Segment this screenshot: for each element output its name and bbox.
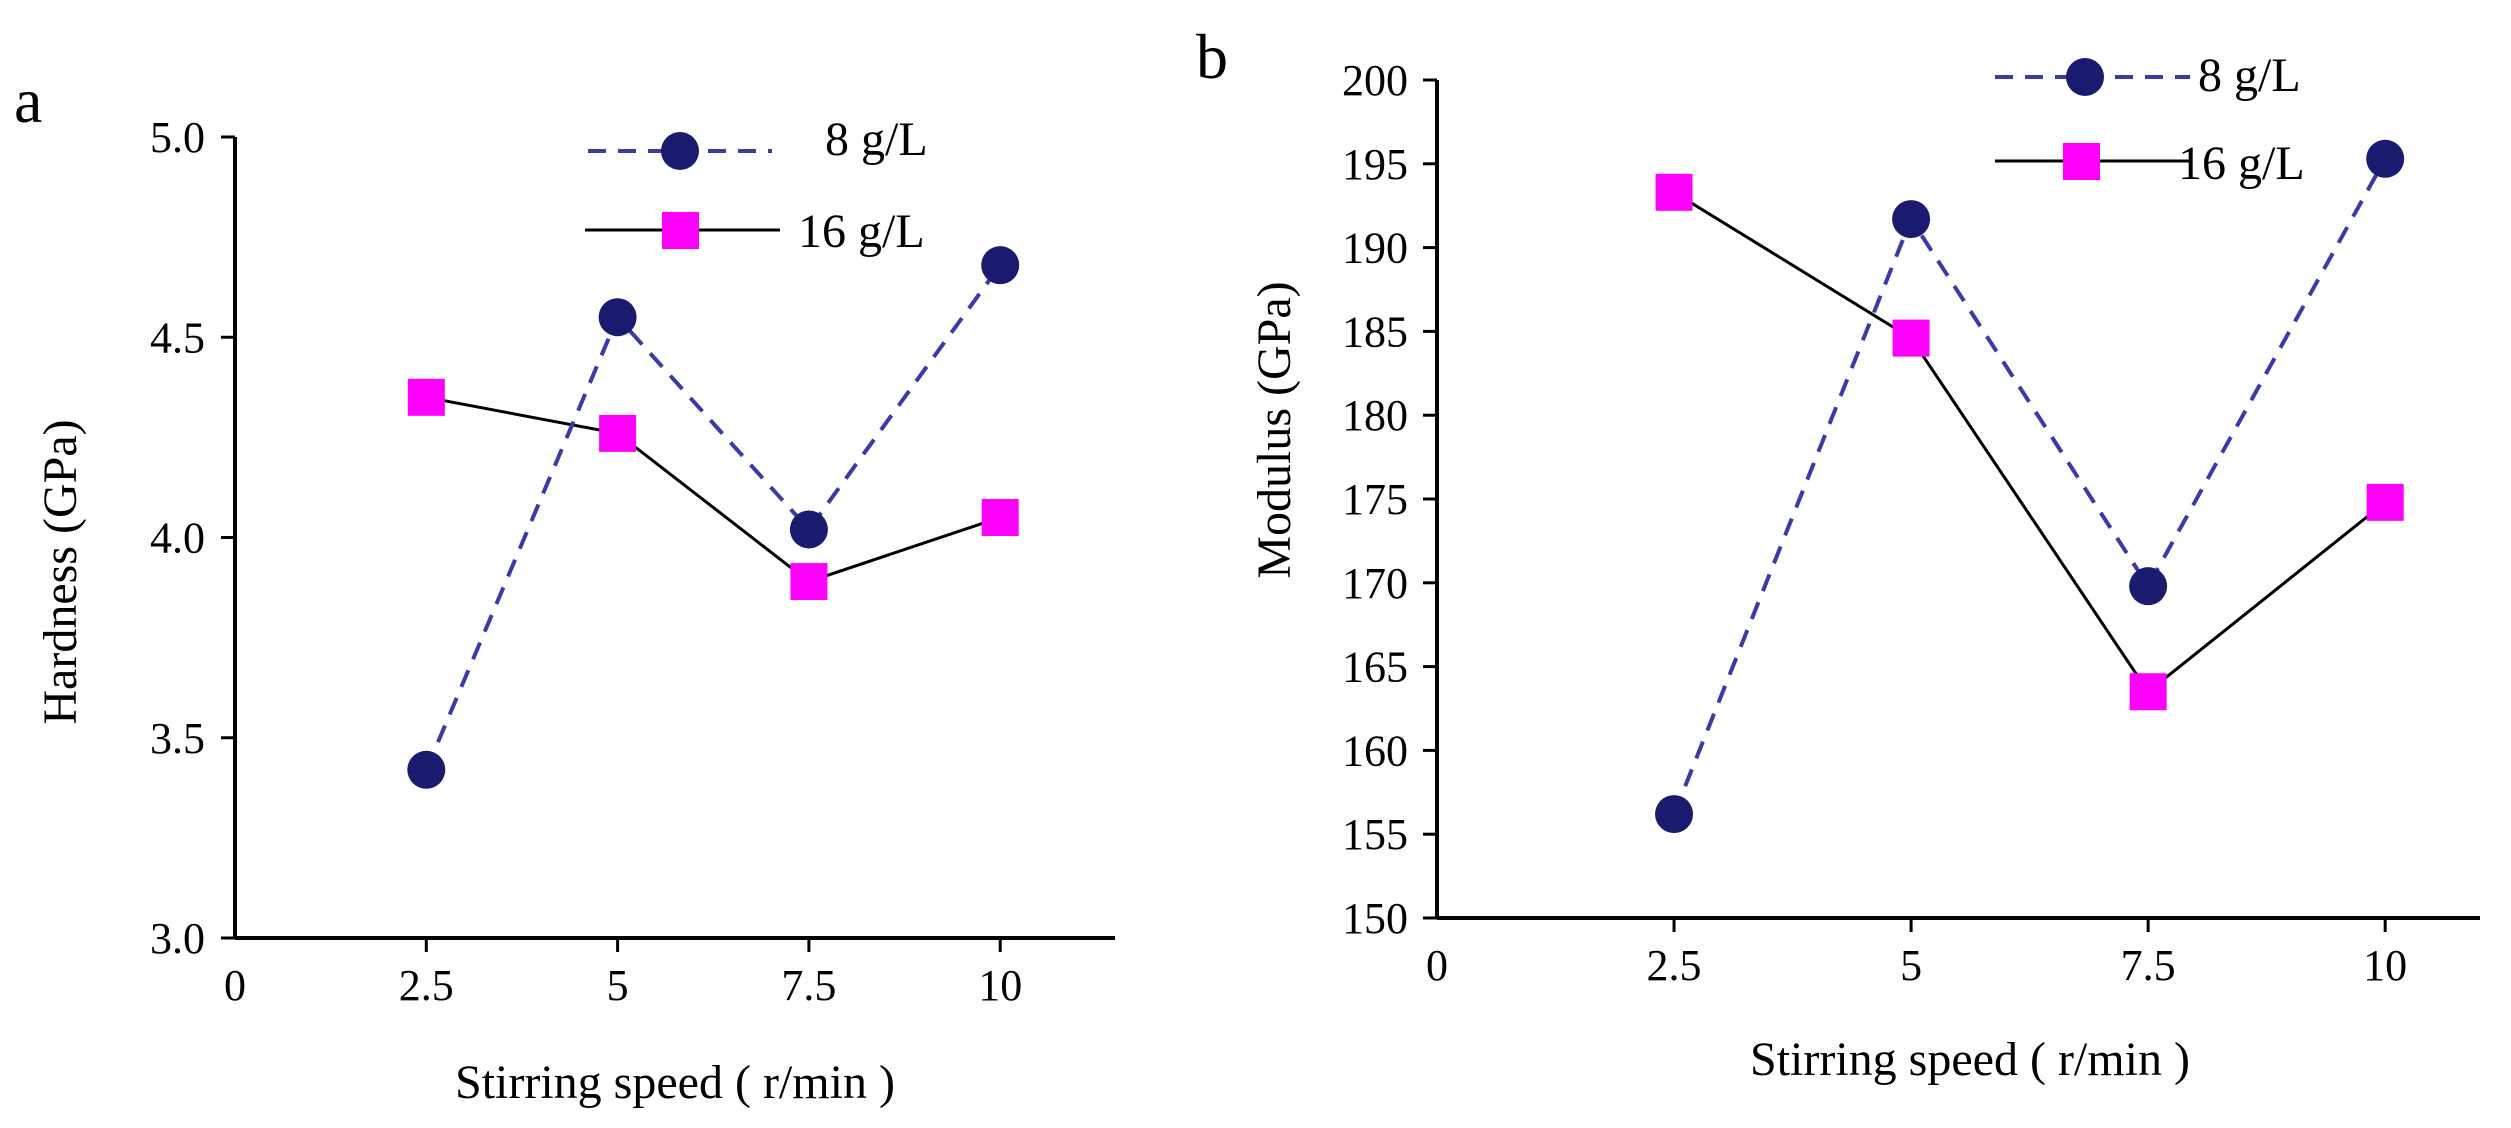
- panel-b-point-8gl: [1892, 200, 1931, 239]
- panel-b-y-tick-label: 170: [1342, 559, 1408, 608]
- panel-b-point-8gl: [1655, 795, 1694, 834]
- panel-b-point-8gl: [2129, 567, 2168, 606]
- panel-a-point-8gl: [407, 750, 446, 789]
- panel-a-x-tick-label: 0: [224, 961, 246, 1010]
- panel-b-point-16gl: [1892, 319, 1930, 357]
- panel-b-x-tick-label: 5: [1900, 941, 1922, 990]
- panel-b-x-tick-label: 2.5: [1647, 941, 1702, 990]
- panel-a-point-16gl: [981, 498, 1019, 536]
- panel-a-legend: 8 g/L 16 g/L: [585, 113, 928, 258]
- panel-b-point-16gl: [1655, 173, 1693, 211]
- legend-8gl-marker-b: [2066, 58, 2104, 96]
- panel-a-hardness-chart: a 8 g/L 16 g/L 3.0 3.5 4.0 4.5 5.0 0 2.5 5 7.5 10…: [14, 65, 1115, 1109]
- panel-b-modulus-chart: b 8 g/L 16 g/L 1501551601651701751801851…: [1196, 21, 2480, 1086]
- legend-16gl-label-b: 16 g/L: [2178, 137, 2305, 190]
- legend-8gl-label-a: 8 g/L: [825, 113, 928, 166]
- panel-a-point-8gl: [981, 246, 1020, 285]
- panel-b-legend: 8 g/L 16 g/L: [1995, 49, 2305, 190]
- legend-16gl-marker-b: [2063, 143, 2100, 180]
- legend-16gl-marker-a: [662, 212, 699, 249]
- panel-a-point-16gl: [407, 378, 445, 416]
- panel-b-y-axis-title: Modulus (GPa): [1248, 281, 1301, 578]
- panel-a-plot-area: 3.0 3.5 4.0 4.5 5.0 0 2.5 5 7.5 10: [150, 113, 1115, 1010]
- panel-a-x-tick-label: 7.5: [781, 961, 836, 1010]
- panel-a-series-line-8gl: [424, 263, 1002, 771]
- panel-b-x-tick-label: 7.5: [2121, 941, 2176, 990]
- panel-b-x-axis-title: Stirring speed ( r/min ): [1750, 1033, 2190, 1086]
- panel-b-y-tick-label: 190: [1342, 224, 1408, 273]
- panel-a-y-tick-label: 3.5: [150, 714, 205, 763]
- panel-a-point-16gl: [599, 414, 637, 452]
- panel-b-plot-area: 150 155 160 165 170 175 180 185 190 195 200 0 2.5 5 7.…: [1342, 56, 2480, 990]
- legend-8gl-marker-a: [661, 132, 699, 170]
- panel-a-point-8gl: [598, 298, 637, 337]
- legend-16gl-label-a: 16 g/L: [798, 205, 925, 258]
- panel-b-series-line-8gl: [1672, 157, 2387, 815]
- panel-b-y-tick-label: 185: [1342, 307, 1408, 356]
- panel-a-y-tick-label: 4.5: [150, 313, 205, 362]
- panel-a-y-axis-title: Hardness (GPa): [34, 419, 87, 724]
- panel-b-x-tick-label: 10: [2363, 941, 2407, 990]
- panel-b-y-tick-label: 160: [1342, 726, 1408, 775]
- panel-b-y-tick-label: 165: [1342, 643, 1408, 692]
- panel-b-series-line-16gl: [1673, 191, 2387, 694]
- panel-a-x-tick-label: 2.5: [399, 961, 454, 1010]
- panel-b-label: b: [1196, 21, 1228, 92]
- panel-b-y-tick-label: 200: [1342, 56, 1408, 105]
- panel-a-y-tick-label: 3.0: [150, 914, 205, 963]
- panel-b-point-16gl: [2366, 483, 2404, 521]
- panel-a-label: a: [14, 65, 42, 136]
- panel-a-x-tick-label: 10: [978, 961, 1022, 1010]
- panel-a-x-axis-title: Stirring speed ( r/min ): [455, 1056, 895, 1109]
- panel-a-point-16gl: [790, 563, 828, 601]
- panel-b-y-tick-label: 150: [1342, 894, 1408, 943]
- panel-a-x-tick-label: 5: [607, 961, 629, 1010]
- panel-b-y-tick-label: 175: [1342, 475, 1408, 524]
- panel-a-y-tick-label: 4.0: [150, 514, 205, 563]
- panel-b-x-tick-label: 0: [1426, 941, 1448, 990]
- panel-a-point-8gl: [789, 510, 828, 549]
- panel-b-point-8gl: [2366, 139, 2405, 178]
- legend-8gl-label-b: 8 g/L: [2198, 49, 2301, 102]
- panel-b-y-tick-label: 155: [1342, 810, 1408, 859]
- panel-a-y-tick-label: 5.0: [150, 113, 205, 162]
- panel-b-y-tick-label: 195: [1342, 140, 1408, 189]
- panel-b-y-tick-label: 180: [1342, 391, 1408, 440]
- panel-b-point-16gl: [2129, 673, 2167, 711]
- panel-a-series-line-16gl: [426, 395, 1001, 584]
